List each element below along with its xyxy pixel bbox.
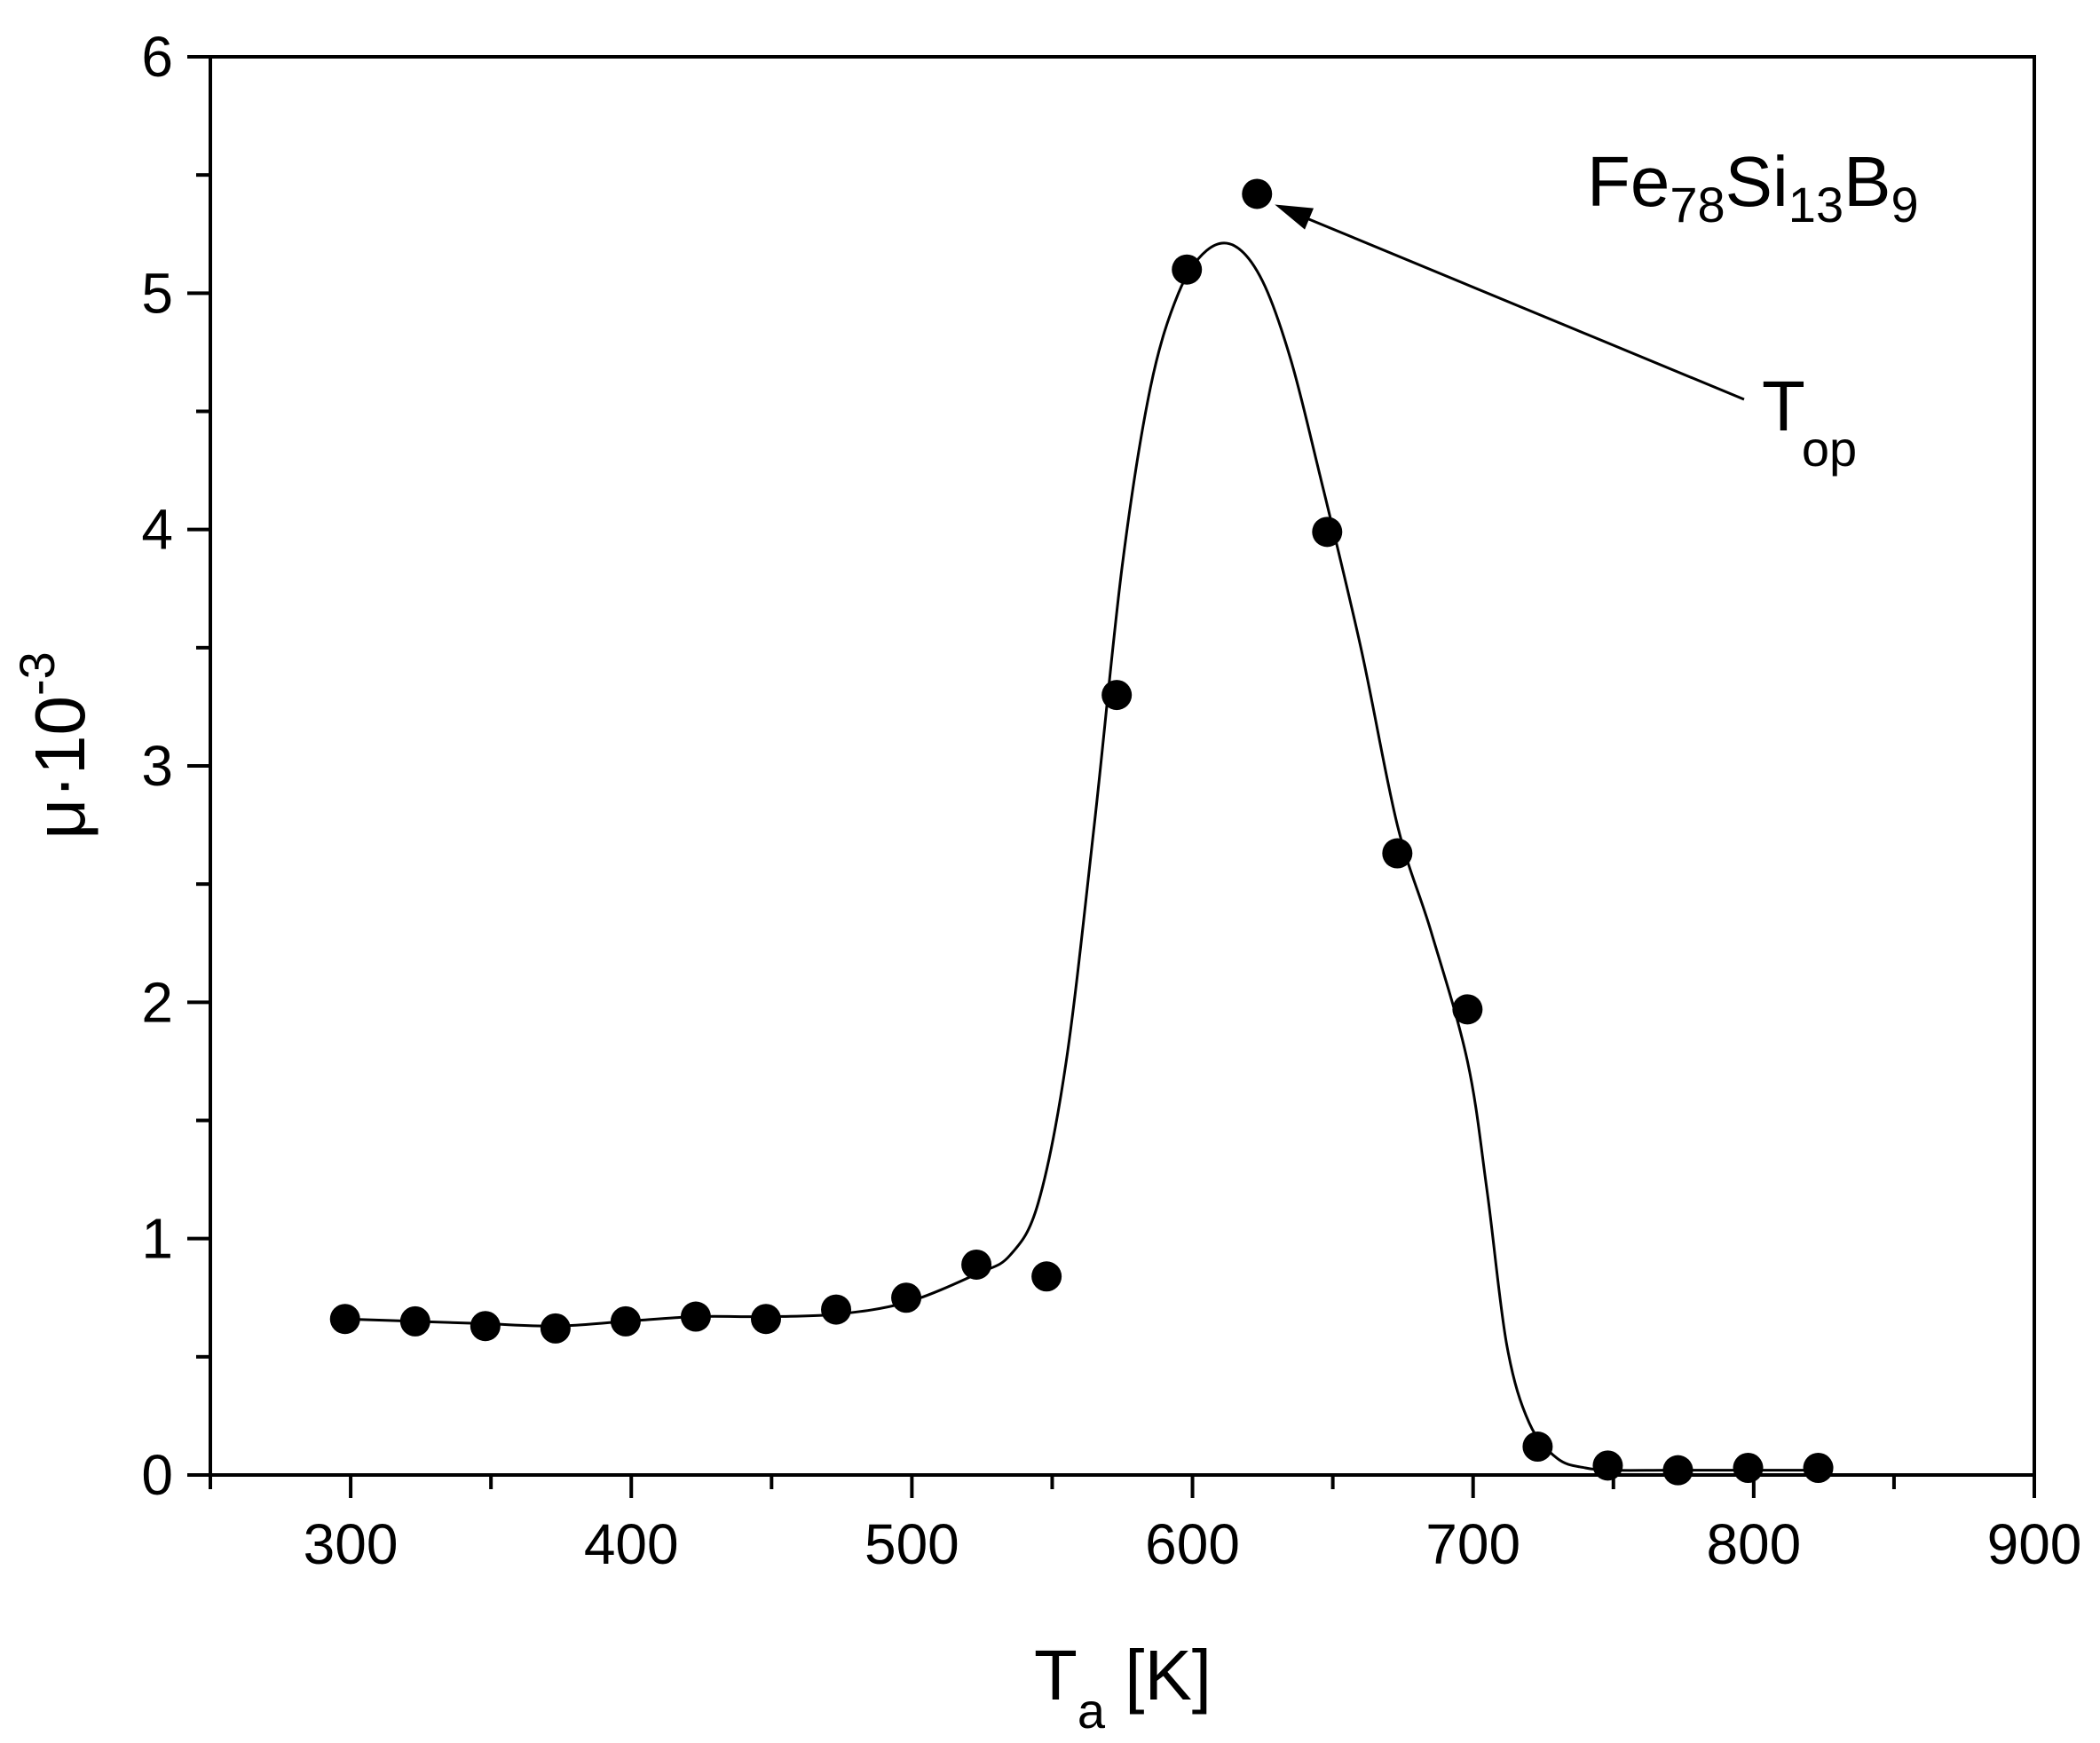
arrow-label-main: T <box>1762 367 1805 446</box>
material-label-part: Si <box>1725 142 1788 221</box>
x-axis-title: Ta [K] <box>1034 1636 1212 1739</box>
data-point <box>1592 1450 1623 1481</box>
data-point <box>1382 838 1413 869</box>
y-axis-title-main: μ·10 <box>20 696 99 840</box>
y-tick-label: 6 <box>141 25 173 89</box>
line-layer <box>344 241 1819 1472</box>
data-point <box>329 1304 360 1335</box>
data-point <box>821 1294 852 1325</box>
x-tick-label: 400 <box>584 1512 679 1576</box>
data-point <box>1031 1261 1062 1292</box>
data-point <box>750 1304 781 1335</box>
data-point <box>610 1305 641 1337</box>
y-tick-label: 0 <box>141 1443 173 1507</box>
material-label-subscript: 78 <box>1670 177 1725 233</box>
data-point <box>1101 680 1133 711</box>
points-layer <box>329 178 1834 1486</box>
y-tick-label: 3 <box>141 734 173 798</box>
data-point <box>961 1249 992 1280</box>
x-tick-label: 300 <box>304 1512 399 1576</box>
plot-frame <box>209 55 2036 1477</box>
material-label: Fe78Si13B9 <box>1587 142 1919 233</box>
axis-titles-layer: Ta [K] μ·10-3 <box>9 651 1212 1739</box>
data-point <box>1803 1453 1834 1484</box>
y-axis-title: μ·10-3 <box>9 651 99 840</box>
material-label-part: B <box>1843 142 1891 221</box>
arrow-label-subscript: op <box>1802 421 1857 477</box>
data-point <box>1733 1453 1764 1484</box>
material-label-part: Fe <box>1587 142 1670 221</box>
arrow-line <box>1300 215 1745 401</box>
material-label-subscript: 13 <box>1788 177 1843 233</box>
data-point <box>1452 994 1483 1025</box>
y-tick-label: 1 <box>141 1207 173 1271</box>
x-tick-label: 600 <box>1145 1512 1240 1576</box>
y-tick-label: 5 <box>141 261 173 325</box>
material-label-subscript: 9 <box>1891 177 1918 233</box>
data-point <box>1242 178 1273 209</box>
y-tick-label: 2 <box>141 970 173 1034</box>
annotations-layer: Fe78Si13B9 T op <box>1275 142 1919 477</box>
data-point <box>399 1305 430 1337</box>
x-tick-label: 700 <box>1425 1512 1520 1576</box>
fit-curve <box>344 241 1819 1472</box>
x-axis-title-main: T <box>1034 1636 1078 1715</box>
data-point <box>680 1301 711 1332</box>
data-point <box>891 1282 922 1313</box>
ticks-layer <box>187 55 2036 1498</box>
arrow-head <box>1275 204 1314 230</box>
data-point <box>1662 1455 1693 1486</box>
x-tick-label: 900 <box>1987 1512 2082 1576</box>
x-tick-label: 500 <box>864 1512 959 1576</box>
data-point <box>1312 517 1343 548</box>
data-point <box>540 1313 571 1344</box>
y-axis-title-superscript: -3 <box>9 651 65 696</box>
data-point <box>1522 1431 1553 1463</box>
x-axis-title-subscript: a <box>1078 1683 1106 1739</box>
x-axis-title-unit: [K] <box>1105 1636 1212 1715</box>
x-tick-label: 800 <box>1706 1512 1801 1576</box>
y-tick-label: 4 <box>141 498 173 562</box>
tick-labels-layer: 300 400 500 600 700 800 900 0 1 2 3 4 5 6 <box>141 25 2081 1576</box>
data-point <box>470 1311 501 1342</box>
data-point <box>1172 254 1203 285</box>
